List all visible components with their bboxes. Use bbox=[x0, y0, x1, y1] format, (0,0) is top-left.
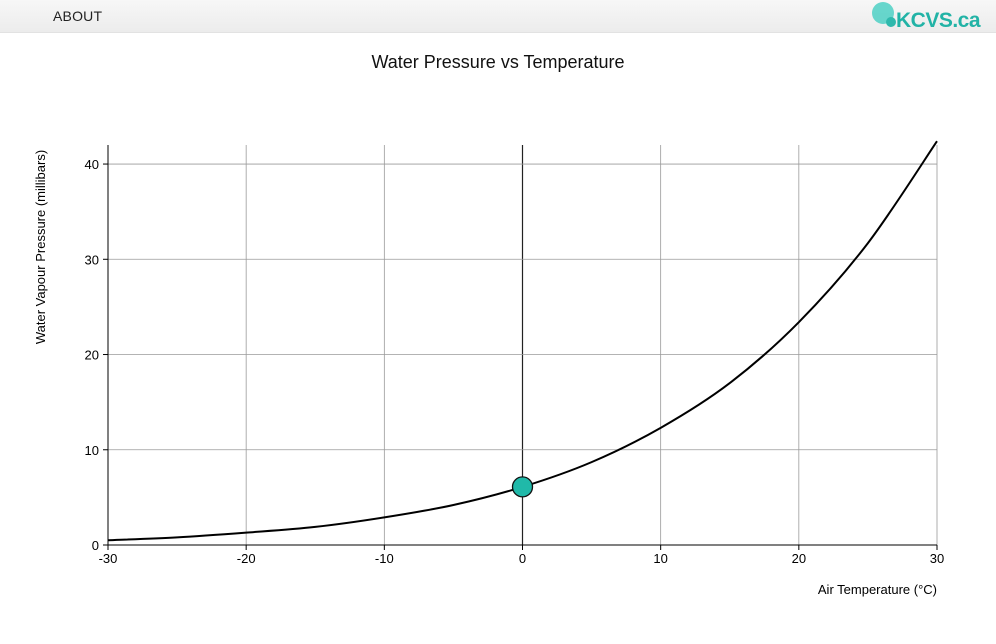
kcvs-logo[interactable]: KCVS.ca bbox=[870, 2, 990, 32]
logo-dot-icon bbox=[886, 17, 896, 27]
y-tick-label: 20 bbox=[85, 348, 99, 363]
x-tick-label: 0 bbox=[519, 551, 526, 566]
y-tick-label: 40 bbox=[85, 157, 99, 172]
label-layer: -30 -20 -10 0 10 20 30 0 10 20 30 40 Air Temperature… bbox=[33, 150, 944, 597]
x-tick-label: -30 bbox=[99, 551, 118, 566]
x-tick-label: 30 bbox=[930, 551, 944, 566]
about-link[interactable]: ABOUT bbox=[53, 8, 103, 24]
x-tick-label: -10 bbox=[375, 551, 394, 566]
top-bar: ABOUT KCVS.ca bbox=[0, 0, 996, 33]
y-tick-label: 30 bbox=[85, 252, 99, 267]
x-tick-label: -20 bbox=[237, 551, 256, 566]
x-tick-label: 20 bbox=[792, 551, 806, 566]
temperature-marker[interactable] bbox=[511, 476, 534, 498]
y-tick-label: 0 bbox=[92, 538, 99, 553]
chart-title: Water Pressure vs Temperature bbox=[371, 52, 625, 72]
x-axis-label: Air Temperature (°C) bbox=[818, 582, 937, 597]
pressure-curve bbox=[107, 140, 938, 542]
series-layer bbox=[107, 140, 938, 542]
axis-layer bbox=[103, 145, 938, 550]
x-tick-label: 10 bbox=[653, 551, 667, 566]
logo-text: KCVS.ca bbox=[896, 9, 981, 32]
y-axis-label: Water Vapour Pressure (millibars) bbox=[33, 150, 48, 344]
y-tick-label: 10 bbox=[85, 443, 99, 458]
grid-layer bbox=[108, 145, 938, 545]
